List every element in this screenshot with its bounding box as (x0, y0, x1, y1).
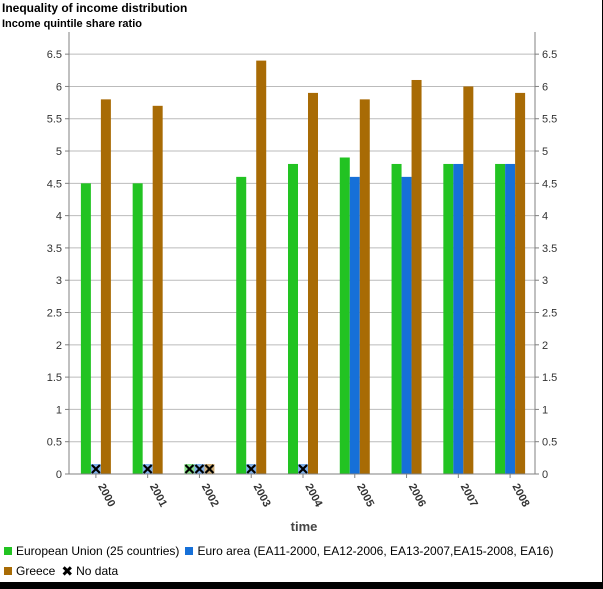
y-tick-label-left: 3.5 (47, 243, 62, 255)
y-tick-label-left: 3 (56, 275, 62, 287)
no-data-marker (184, 464, 195, 474)
y-tick-label-left: 0.5 (47, 437, 62, 449)
legend-row-2: Greece ✖ No data (4, 564, 124, 578)
bar (463, 86, 474, 474)
x-axis-label: time (291, 519, 318, 534)
y-tick-label-right: 2.5 (542, 308, 557, 320)
bar (80, 183, 91, 475)
bar (152, 105, 163, 475)
legend-row-1: European Union (25 countries) Euro area … (4, 544, 559, 558)
y-tick-label-left: 5.5 (47, 114, 62, 126)
y-tick-label-right: 3 (542, 275, 548, 287)
no-data-icon: ✖ (61, 563, 74, 579)
y-tick-label-left: 1 (56, 404, 62, 416)
x-tick-label: 2001 (147, 482, 169, 509)
x-tick-label: 2006 (406, 482, 428, 509)
bar (411, 79, 422, 475)
x-tick-label: 2003 (251, 482, 273, 509)
legend-label-eu25: European Union (25 countries) (16, 544, 180, 558)
no-data-cross (246, 464, 257, 474)
y-tick-label-left: 1.5 (47, 372, 62, 384)
legend-swatch-eu25 (4, 547, 12, 555)
x-tick-label: 2000 (95, 482, 117, 509)
y-tick-label-left: 6 (56, 81, 62, 93)
legend-label-euro-area: Euro area (EA11-2000, EA12-2006, EA13-20… (197, 544, 554, 558)
bar (443, 163, 454, 474)
no-data-cross (91, 464, 101, 474)
legend-item-euro-area[interactable]: Euro area (EA11-2000, EA12-2006, EA13-20… (185, 544, 553, 558)
legend-label-greece: Greece (16, 564, 56, 578)
chart-title: Inequality of income distribution (2, 1, 188, 15)
no-data-cross (298, 464, 308, 474)
legend-item-eu25[interactable]: European Union (25 countries) (4, 544, 179, 558)
y-tick-label-right: 4 (542, 211, 548, 223)
bar (391, 163, 402, 474)
y-tick-label-left: 4.5 (47, 178, 62, 190)
y-tick-label-right: 5.5 (542, 114, 557, 126)
y-tick-label-right: 0 (542, 469, 548, 481)
y-tick-label-right: 6.5 (542, 49, 557, 61)
no-data-cross (204, 464, 215, 474)
legend-item-no-data: ✖ No data (61, 564, 118, 578)
y-tick-label-left: 4 (56, 211, 62, 223)
chart-subtitle: Income quintile share ratio (2, 18, 142, 30)
legend-item-greece[interactable]: Greece (4, 564, 55, 578)
no-data-cross (142, 464, 153, 474)
no-data-cross (194, 464, 205, 474)
bar (288, 163, 298, 474)
x-tick-label: 2004 (302, 482, 324, 510)
no-data-marker (298, 464, 308, 474)
y-tick-label-right: 3.5 (542, 243, 557, 255)
y-tick-label-right: 1 (542, 404, 548, 416)
no-data-marker (142, 464, 153, 474)
x-tick-label: 2008 (509, 482, 531, 509)
bar (401, 176, 412, 474)
bar (495, 163, 506, 474)
legend-swatch-greece (4, 567, 12, 575)
y-tick-label-right: 1.5 (542, 372, 557, 384)
bar (132, 183, 143, 475)
y-tick-label-right: 2 (542, 340, 548, 352)
y-tick-label-right: 4.5 (542, 178, 557, 190)
no-data-marker (246, 464, 257, 474)
y-tick-label-right: 5 (542, 146, 548, 158)
bar (339, 157, 350, 475)
y-tick-label-right: 6 (542, 81, 548, 93)
bar-chart: 0 0 0.5 0.5 1 1 1.5 1.5 2 2 2.5 2.5 3 3 3.5 3.5 4 4 4.5 4.5… (47, 32, 557, 534)
x-tick-label: 2005 (354, 482, 376, 509)
y-tick-label-left: 2.5 (47, 308, 62, 320)
no-data-cross (184, 464, 195, 474)
bar (505, 163, 516, 474)
legend-swatch-euro-area (185, 547, 194, 555)
x-tick-label: 2002 (199, 482, 221, 509)
y-tick-label-left: 2 (56, 340, 62, 352)
bar (515, 92, 526, 475)
legend-label-no-data: No data (76, 564, 119, 578)
bar (453, 163, 464, 474)
y-tick-label-left: 0 (56, 469, 62, 481)
no-data-marker (204, 464, 215, 474)
bar (308, 92, 318, 475)
bar (359, 99, 370, 474)
y-tick-label-left: 6.5 (47, 49, 62, 61)
bar (256, 60, 267, 474)
bar (349, 176, 360, 474)
y-tick-label-right: 0.5 (542, 437, 557, 449)
no-data-marker (90, 464, 101, 474)
frame-bottom-bar (0, 582, 603, 589)
x-tick-label: 2007 (458, 482, 480, 509)
bar (236, 176, 247, 474)
bar (100, 99, 111, 474)
y-tick-label-left: 5 (56, 146, 62, 158)
no-data-marker (194, 464, 205, 474)
